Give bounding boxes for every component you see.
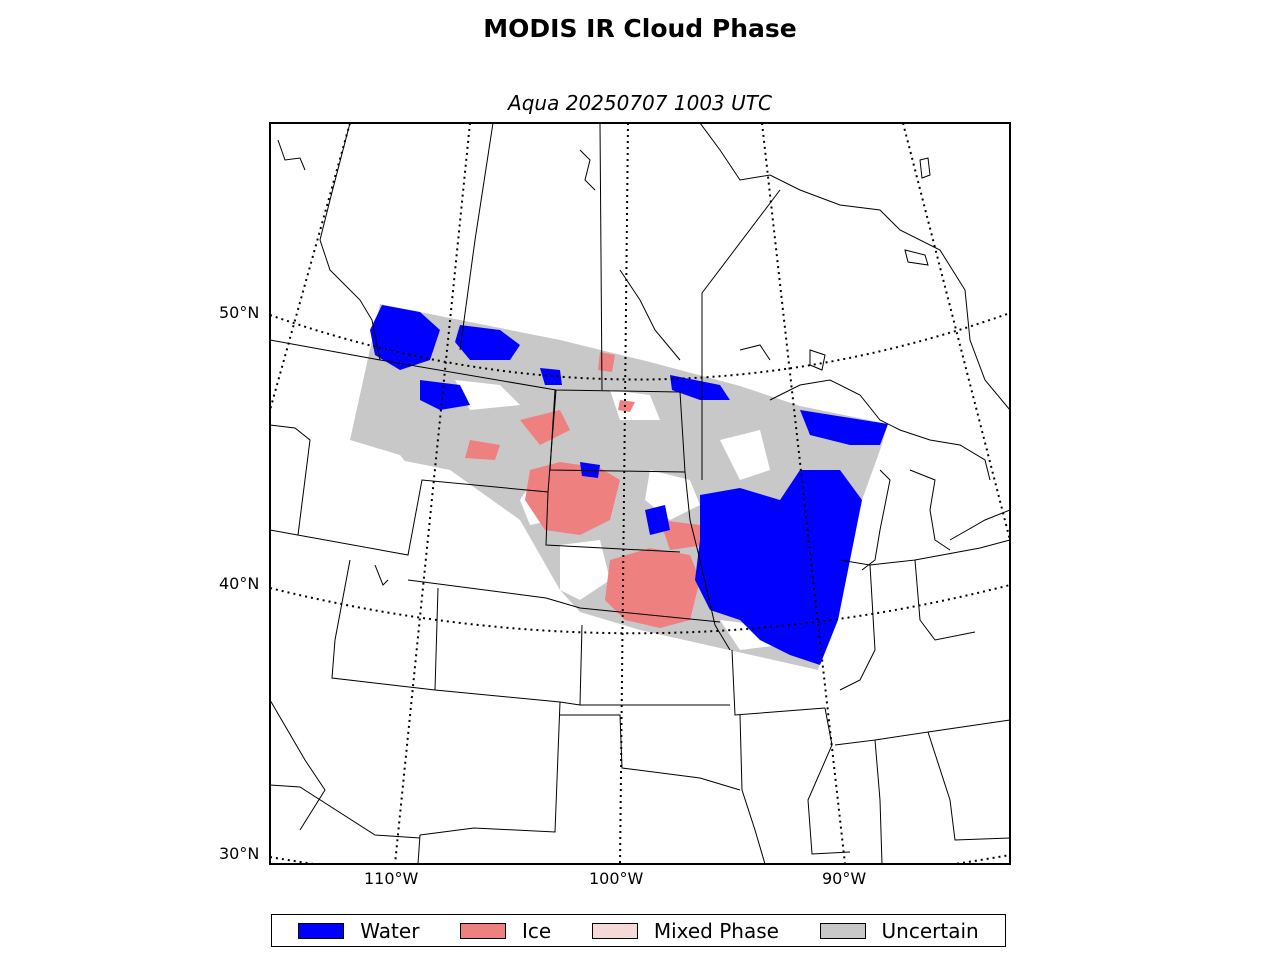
map-subtitle: Aqua 20250707 1003 UTC: [508, 91, 772, 115]
legend-item-ice: Ice: [460, 919, 551, 943]
graticule-lon-80: [902, 123, 1010, 541]
legend-item-uncertain: Uncertain: [819, 918, 979, 943]
graticule-lon-90: [761, 123, 846, 864]
legend-swatch-water: [298, 922, 345, 939]
legend-label-mixed: Mixed Phase: [653, 918, 779, 943]
lat-label-50: 50°N: [219, 303, 260, 322]
legend-label-water: Water: [360, 918, 420, 943]
map-title: MODIS IR Cloud Phase: [483, 14, 797, 43]
map-frame: [269, 122, 1011, 865]
water-regions: [370, 305, 888, 665]
political-boundaries: [270, 123, 1010, 864]
lat-label-40: 40°N: [219, 574, 260, 593]
lon-label-90w: 90°W: [822, 869, 867, 888]
graticule-lat-40: [270, 584, 1010, 635]
legend-label-ice: Ice: [522, 918, 552, 943]
graticule-lon-110: [270, 123, 351, 411]
map-content: [270, 123, 1010, 864]
legend-item-mixed: Mixed Phase: [591, 918, 779, 943]
legend: Water Ice Mixed Phase Uncertain: [271, 914, 1006, 947]
legend-swatch-uncertain: [819, 922, 866, 939]
lat-label-30: 30°N: [219, 844, 260, 863]
lon-label-110w: 110°W: [364, 869, 419, 888]
ice-regions: [465, 352, 705, 628]
legend-swatch-ice: [460, 922, 507, 939]
legend-item-water: Water: [298, 919, 419, 943]
legend-label-uncertain: Uncertain: [881, 918, 979, 943]
legend-swatch-mixed: [591, 922, 638, 939]
graticule: [270, 123, 1010, 864]
graticule-lon-110b: [394, 123, 471, 864]
coastlines: [277, 123, 1010, 586]
lon-label-100w: 100°W: [589, 869, 644, 888]
